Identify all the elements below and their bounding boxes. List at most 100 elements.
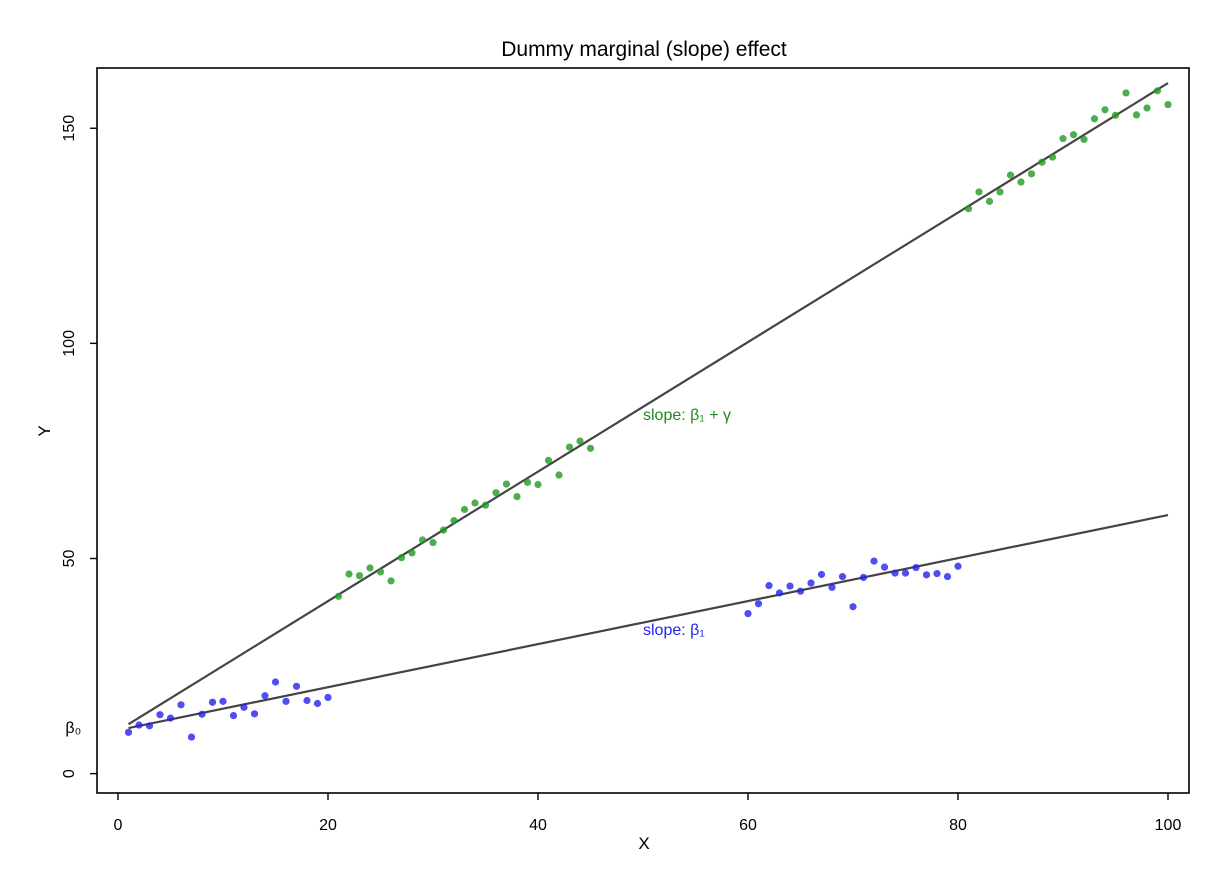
- data-point: [754, 600, 763, 608]
- data-point: [481, 501, 490, 509]
- data-point: [996, 188, 1004, 196]
- data-point: [366, 564, 374, 572]
- data-point: [229, 711, 238, 720]
- x-tick-label: 60: [739, 817, 757, 834]
- data-point: [1069, 131, 1078, 139]
- data-point: [471, 499, 479, 507]
- data-points: [124, 87, 1172, 741]
- data-point: [838, 572, 847, 581]
- fit-lines: [127, 82, 1169, 730]
- data-point: [345, 570, 353, 578]
- data-point: [922, 571, 931, 579]
- data-point: [576, 437, 584, 445]
- y-tick-label: 0: [61, 769, 78, 778]
- data-point: [1048, 153, 1057, 161]
- data-point: [1090, 115, 1099, 123]
- data-point: [765, 582, 773, 590]
- data-point: [198, 710, 206, 718]
- annotation-label: β₀: [65, 720, 81, 737]
- data-point: [292, 682, 301, 690]
- data-point: [870, 557, 878, 565]
- data-point: [450, 517, 458, 525]
- data-point: [387, 577, 395, 585]
- x-tick-label: 80: [949, 817, 967, 834]
- data-point: [775, 589, 784, 597]
- data-point: [1027, 170, 1036, 178]
- data-point: [355, 572, 364, 580]
- data-point: [744, 609, 752, 618]
- data-point: [1143, 104, 1151, 112]
- data-point: [166, 714, 175, 722]
- y-tick-label: 100: [61, 330, 78, 357]
- annotation-label: slope: β₁ + γ: [643, 407, 731, 424]
- data-point: [534, 480, 542, 489]
- data-point: [282, 697, 290, 705]
- data-point: [817, 570, 826, 579]
- data-point: [324, 693, 332, 702]
- data-point: [1153, 87, 1162, 95]
- x-tick-label: 0: [114, 817, 123, 834]
- data-point: [943, 572, 952, 581]
- data-point: [313, 699, 322, 708]
- y-tick-label: 150: [61, 115, 78, 142]
- data-point: [555, 471, 563, 479]
- data-point: [135, 721, 143, 729]
- data-point: [523, 478, 532, 486]
- data-point: [397, 554, 406, 562]
- data-point: [303, 696, 311, 705]
- data-point: [1017, 178, 1025, 186]
- data-point: [240, 703, 248, 711]
- plot-frame: [96, 67, 1190, 794]
- data-point: [828, 583, 836, 591]
- data-point: [796, 587, 805, 595]
- fit-line: [127, 82, 1169, 726]
- x-tick-label: 20: [319, 817, 337, 834]
- data-point: [261, 692, 269, 700]
- data-point: [544, 456, 553, 465]
- data-point: [376, 568, 385, 576]
- data-point: [1059, 134, 1067, 143]
- data-point: [807, 579, 815, 587]
- data-point: [933, 569, 941, 578]
- data-point: [460, 505, 469, 514]
- data-point: [849, 603, 857, 611]
- data-point: [334, 592, 343, 600]
- data-point: [156, 711, 164, 719]
- data-point: [880, 563, 889, 571]
- data-point: [985, 197, 994, 205]
- data-point: [1080, 135, 1088, 144]
- data-point: [408, 549, 416, 557]
- data-point: [1038, 158, 1046, 166]
- data-point: [1006, 171, 1015, 179]
- data-point: [439, 526, 448, 534]
- data-point: [250, 710, 259, 718]
- y-axis-label: Y: [35, 425, 54, 436]
- data-point: [145, 722, 154, 730]
- data-point: [208, 698, 217, 706]
- y-tick-label: 50: [61, 550, 78, 568]
- chart-title: Dummy marginal (slope) effect: [501, 38, 787, 61]
- data-point: [271, 678, 280, 686]
- data-point: [513, 492, 521, 501]
- data-point: [954, 562, 962, 570]
- x-axis: 0 20 40 60 80 100: [114, 793, 1182, 834]
- x-tick-label: 40: [529, 817, 547, 834]
- data-point: [1111, 111, 1120, 119]
- data-point: [1122, 89, 1130, 97]
- data-point: [964, 205, 973, 213]
- data-point: [429, 538, 437, 547]
- data-point: [975, 188, 983, 196]
- data-point: [565, 443, 574, 451]
- data-point: [1132, 111, 1141, 119]
- data-point: [177, 701, 185, 709]
- data-point: [502, 480, 511, 488]
- data-point: [187, 733, 196, 741]
- y-axis: 0 50 100 150: [61, 115, 97, 778]
- data-point: [124, 728, 133, 736]
- data-point: [219, 697, 227, 705]
- x-axis-label: X: [638, 834, 649, 853]
- x-tick-label: 100: [1155, 817, 1182, 834]
- data-point: [1101, 106, 1109, 114]
